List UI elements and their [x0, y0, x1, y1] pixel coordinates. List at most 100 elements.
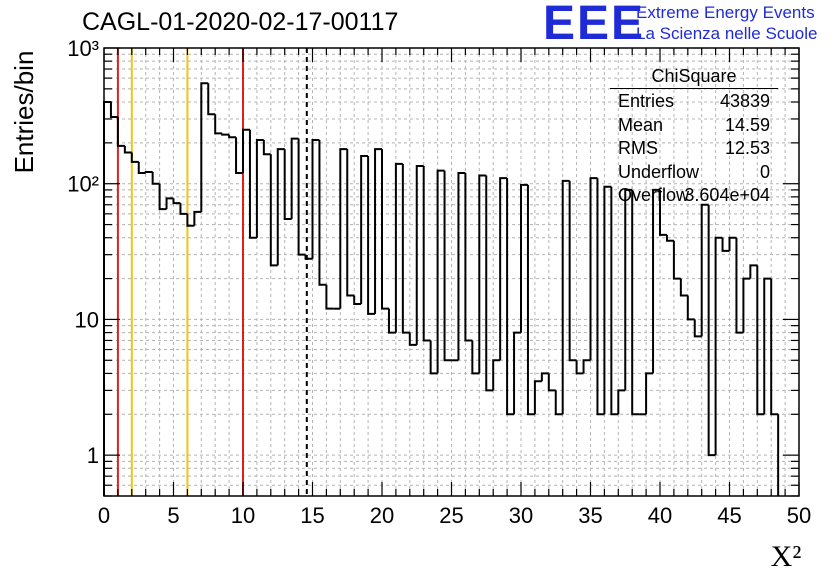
histogram-bin	[207, 83, 216, 116]
histogram-bin	[394, 162, 403, 333]
histogram-bin	[659, 189, 667, 236]
histogram-bin	[652, 188, 660, 374]
chart-title: CAGL-01-2020-02-17-00117	[82, 8, 399, 36]
histogram-bin	[763, 277, 772, 415]
histogram-bin	[109, 102, 118, 119]
histogram-bin	[408, 332, 417, 346]
histogram-bin	[728, 236, 737, 251]
histogram-bin	[520, 183, 528, 333]
stat-row-rms: RMS 12.53	[610, 136, 778, 160]
histogram-bin	[381, 149, 389, 310]
histogram-bin	[700, 203, 709, 337]
histogram-bin	[749, 264, 758, 279]
y-tick-label: 10³	[67, 36, 99, 61]
histogram-bin	[172, 198, 181, 205]
stat-value: 0	[759, 161, 770, 182]
histogram-bin	[492, 359, 501, 391]
histogram-bin	[513, 331, 521, 415]
stat-label: RMS	[618, 138, 658, 158]
x-tick-label: 5	[167, 503, 179, 528]
histogram-bin	[228, 134, 237, 139]
x-axis-label: X²	[771, 540, 802, 572]
stat-value: 12.53	[724, 138, 770, 158]
stats-box: ChiSquare Entries 43839 Mean 14.59 RMS 1…	[610, 66, 778, 207]
histogram-bin	[346, 149, 355, 297]
histogram-bin	[415, 165, 424, 345]
histogram-bin	[596, 178, 605, 416]
histogram-bin	[464, 172, 473, 342]
histogram-bin	[221, 133, 230, 136]
histogram-bin	[353, 295, 362, 305]
stat-row-mean: Mean 14.59	[610, 113, 778, 137]
histogram-bin	[214, 114, 223, 135]
histogram-bin	[103, 101, 111, 496]
stat-value: 14.59	[724, 114, 770, 135]
histogram-bin	[526, 184, 535, 416]
histogram-bin	[360, 155, 369, 304]
x-tick-label: 10	[231, 503, 255, 528]
histogram-bin	[686, 295, 695, 321]
histogram-bin	[137, 161, 146, 174]
stat-value: 3.604e+04	[684, 185, 770, 205]
stat-label: Entries	[618, 91, 675, 111]
histogram-bin	[193, 210, 202, 226]
histogram-bin	[756, 265, 765, 416]
stat-label: Overflow	[618, 185, 690, 205]
histogram-bin	[262, 139, 271, 156]
axis-ticks: 0 5 10 15 20 25 30 35 40 45 50 1 10 10² 10³	[67, 36, 811, 528]
histogram-bin	[422, 166, 431, 342]
histogram-bin	[290, 137, 299, 219]
histogram-bin	[276, 148, 285, 266]
histogram-bin	[436, 169, 445, 374]
histogram-bin	[374, 148, 382, 314]
histogram-bin	[770, 278, 779, 416]
stat-label: Mean	[618, 114, 664, 135]
histogram-bin	[186, 213, 195, 227]
histogram-bin	[304, 254, 313, 260]
histogram-bin	[645, 372, 654, 415]
eee-logo: EEE	[543, 0, 646, 50]
histogram-bin	[311, 138, 320, 259]
histogram-bin	[582, 359, 591, 374]
histogram-bin	[554, 390, 563, 416]
logo-line-2: La Scienza nelle Scuole	[636, 24, 818, 43]
histogram-bin	[603, 185, 612, 415]
histogram-bin	[499, 177, 508, 361]
x-tick-label: 50	[787, 503, 811, 528]
histogram-bin	[547, 373, 556, 392]
histogram-bin	[478, 174, 487, 374]
histogram-bin	[443, 170, 452, 362]
histogram-bin	[471, 340, 480, 375]
histogram-bin	[457, 171, 466, 361]
histogram-bin	[318, 139, 327, 286]
histogram-bin	[158, 183, 167, 211]
histogram-bin	[561, 179, 570, 415]
histogram-bin	[179, 203, 188, 215]
histogram-bin	[672, 240, 681, 280]
histogram-bin	[401, 163, 410, 334]
stat-value: 43839	[719, 91, 770, 111]
stat-row-underflow: Underflow 0	[610, 160, 778, 184]
histogram-bin	[568, 180, 577, 362]
histogram-bin	[693, 319, 702, 338]
histogram-bin	[255, 138, 264, 238]
x-tick-label: 35	[578, 503, 602, 528]
histogram-bin	[283, 149, 292, 220]
histogram-bin	[714, 236, 723, 456]
histogram-bin	[367, 156, 376, 315]
histogram-bin	[429, 340, 438, 375]
histogram-bin	[665, 234, 674, 242]
x-tick-label: 25	[439, 503, 463, 528]
x-tick-label: 30	[509, 503, 533, 528]
histogram-bin	[235, 137, 243, 174]
histogram-bin	[200, 82, 209, 212]
histogram-bin	[116, 117, 125, 147]
y-tick-label: 10²	[67, 172, 99, 197]
y-axis-label: Entries/bin	[9, 51, 39, 174]
histogram-bin	[248, 129, 257, 239]
y-tick-label: 1	[87, 443, 99, 468]
histogram-bin	[325, 284, 334, 310]
histogram-bin	[387, 308, 396, 334]
histogram-bars	[103, 82, 780, 496]
